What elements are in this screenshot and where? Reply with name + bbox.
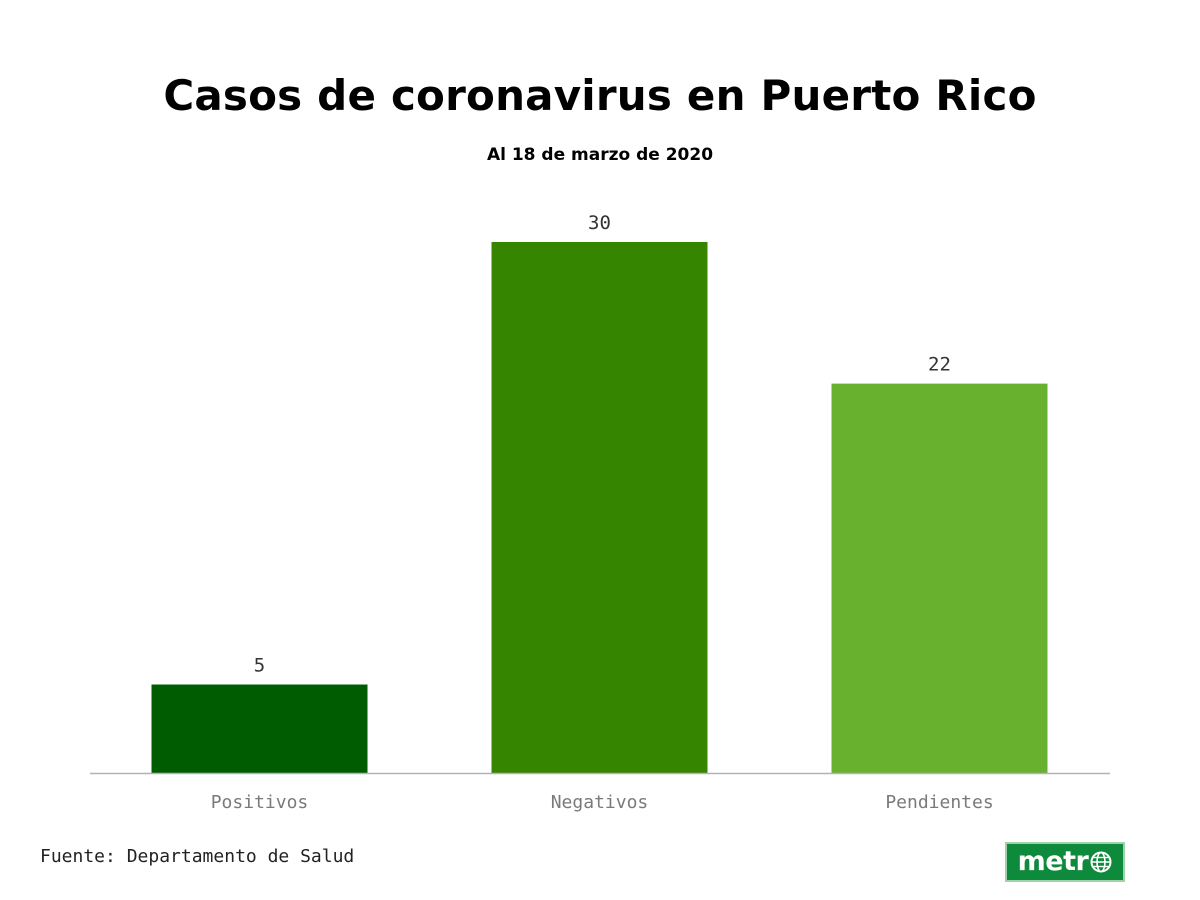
bar-positivos xyxy=(151,684,368,773)
data-label-negativos: 30 xyxy=(588,212,611,234)
logo-text: metr xyxy=(1017,846,1089,877)
bar-pendientes xyxy=(831,383,1048,773)
data-label-positivos: 5 xyxy=(254,655,265,677)
chart-subtitle: Al 18 de marzo de 2020 xyxy=(486,145,714,165)
globe-icon xyxy=(1090,851,1112,873)
source-note: Fuente: Departamento de Salud xyxy=(40,846,355,867)
metro-logo: metr xyxy=(1005,842,1125,882)
x-tick-label-negativos: Negativos xyxy=(551,792,649,813)
x-tick-label-positivos: Positivos xyxy=(211,792,309,813)
x-tick-label-pendientes: Pendientes xyxy=(885,792,993,813)
data-label-pendientes: 22 xyxy=(928,354,951,376)
bar-negativos xyxy=(491,242,708,773)
chart-title: Casos de coronavirus en Puerto Rico xyxy=(163,71,1037,120)
